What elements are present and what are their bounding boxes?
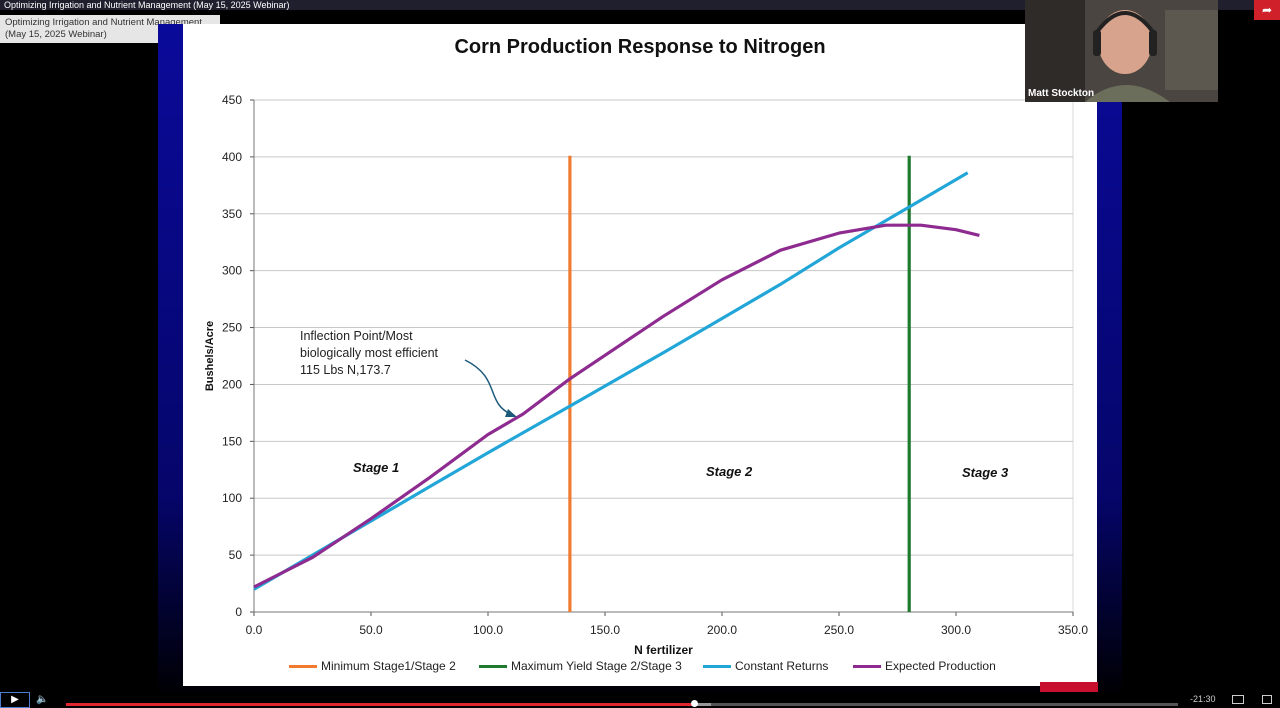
legend-item-4: Expected Production	[853, 658, 996, 674]
volume-button[interactable]: 🔈	[36, 692, 50, 708]
legend-label: Minimum Stage1/Stage 2	[321, 659, 456, 673]
speaker-camera: Matt Stockton	[1025, 0, 1218, 102]
x-tick-label: 250.0	[824, 623, 854, 637]
y-tick-label: 400	[222, 150, 242, 164]
y-tick-label: 100	[222, 491, 242, 505]
speaker-video	[1025, 0, 1218, 102]
legend-label: Expected Production	[885, 659, 996, 673]
legend-item-1: Minimum Stage1/Stage 2	[289, 658, 456, 674]
x-axis-label: N fertilizer	[634, 643, 693, 657]
y-tick-label: 450	[222, 93, 242, 107]
y-tick-label: 250	[222, 321, 242, 335]
y-tick-label: 200	[222, 377, 242, 391]
x-tick-label: 200.0	[707, 623, 737, 637]
y-tick-label: 300	[222, 264, 242, 278]
progress-handle[interactable]	[691, 700, 699, 707]
x-tick-label: 150.0	[590, 623, 620, 637]
inflection-annotation-line-1: Inflection Point/Most	[300, 329, 413, 343]
player-controls: ▶ 🔈 -21:30	[0, 692, 1280, 708]
y-axis-label: Bushels/Acre	[204, 321, 216, 391]
series-line-4	[253, 223, 980, 589]
legend-swatch	[479, 664, 507, 668]
chart-legend: Minimum Stage1/Stage 2 Maximum Yield Stag…	[183, 658, 1097, 676]
tooltip-line-1: Optimizing Irrigation and Nutrient Manag…	[5, 17, 202, 28]
chart-plot: 0 50 100 150 200 250 300 350 400 450 0.0 50.0 100.0 1…	[204, 93, 1088, 657]
share-icon: ➦	[1261, 3, 1273, 17]
x-tick-label: 0.0	[246, 623, 263, 637]
x-tick-label: 300.0	[941, 623, 971, 637]
legend-label: Constant Returns	[735, 659, 829, 673]
legend-item-3: Constant Returns	[703, 658, 828, 674]
annotation-arrowhead	[505, 409, 517, 417]
legend-swatch	[289, 664, 317, 668]
legend-item-2: Maximum Yield Stage 2/Stage 3	[479, 658, 682, 674]
volume-icon: 🔈	[36, 694, 49, 705]
x-tick-label: 350.0	[1058, 623, 1088, 637]
tooltip-line-2: (May 15, 2025 Webinar)	[5, 28, 107, 40]
inflection-annotation-line-2: biologically most efficient	[300, 346, 439, 360]
legend-swatch	[853, 664, 881, 668]
stage1-label: Stage 1	[353, 460, 399, 475]
y-tick-label: 350	[222, 207, 242, 221]
y-tick-label: 0	[235, 605, 242, 619]
y-tick-label: 150	[222, 434, 242, 448]
x-tick-label: 50.0	[359, 623, 383, 637]
pip-button[interactable]	[1232, 695, 1244, 704]
legend-label: Maximum Yield Stage 2/Stage 3	[511, 659, 682, 673]
annotation-arrow	[464, 359, 516, 417]
fullscreen-button[interactable]	[1262, 695, 1272, 704]
x-tick-label: 100.0	[473, 623, 503, 637]
stage3-label: Stage 3	[962, 465, 1009, 480]
stage2-label: Stage 2	[706, 464, 753, 479]
play-button[interactable]: ▶	[0, 692, 30, 708]
play-icon: ▶	[11, 694, 19, 705]
window-title: Optimizing Irrigation and Nutrient Manag…	[0, 0, 1280, 10]
progress-bar[interactable]	[66, 700, 1178, 707]
inflection-annotation-line-3: 115 Lbs N,173.7	[300, 363, 391, 377]
legend-swatch	[703, 664, 731, 668]
chart-title: Corn Production Response to Nitrogen	[454, 36, 826, 58]
time-remaining: -21:30	[1190, 694, 1216, 704]
share-button[interactable]: ➦	[1254, 0, 1280, 20]
progress-played	[66, 703, 695, 706]
y-tick-label: 50	[229, 548, 243, 562]
speaker-name: Matt Stockton	[1028, 88, 1095, 99]
chart-slide: Corn Production Response to Nitrogen 0 50…	[183, 24, 1097, 686]
